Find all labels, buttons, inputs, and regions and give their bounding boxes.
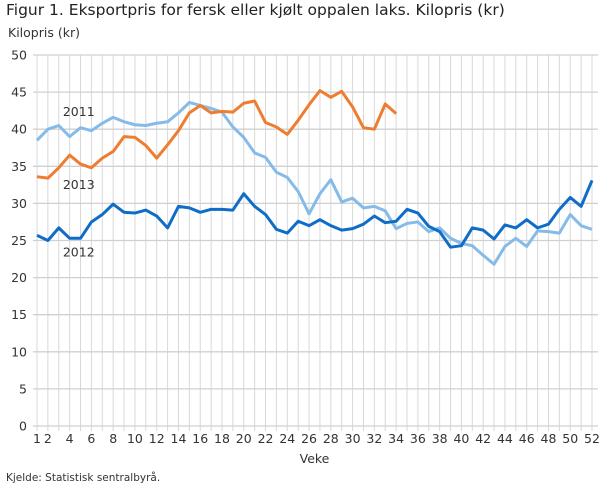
y-tick-label: 35 [11,159,27,174]
x-tick-label: 6 [87,431,95,446]
series-label-2012: 2012 [63,244,95,259]
x-tick-label: 44 [497,431,513,446]
y-tick-label: 5 [19,381,27,396]
y-axis-label: Kilopris (kr) [8,25,80,40]
x-tick-label: 2 [44,431,52,446]
y-tick-label: 10 [11,344,27,359]
series-label-2011: 2011 [63,104,95,119]
x-tick-label: 30 [345,431,361,446]
x-tick-label: 10 [127,431,143,446]
y-tick-label: 40 [11,122,27,137]
x-tick-label: 48 [541,431,557,446]
x-tick-label: 42 [475,431,491,446]
series-line-2011 [35,100,593,266]
x-tick-label: 28 [323,431,339,446]
x-tick-label: 22 [258,431,274,446]
x-tick-label: 1 [33,431,41,446]
x-tick-label: 36 [410,431,426,446]
series-line-2012 [36,179,594,249]
x-tick-label: 32 [366,431,382,446]
chart-title: Figur 1. Eksportpris for fersk eller kjø… [6,1,505,19]
y-tick-label: 20 [11,270,27,285]
x-tick-label: 38 [432,431,448,446]
x-tick-label: 18 [214,431,230,446]
x-axis-label: Veke [300,451,330,466]
x-tick-label: 12 [149,431,165,446]
y-tick-label: 25 [11,233,27,248]
x-tick-label: 26 [301,431,317,446]
y-tick-label: 30 [11,196,27,211]
y-tick-label: 0 [19,419,27,434]
x-tick-label: 16 [192,431,208,446]
y-tick-label: 50 [11,48,27,63]
source-note: Kjelde: Statistisk sentralbyrå. [6,472,161,484]
series-label-2013: 2013 [63,177,95,192]
x-tick-label: 14 [171,431,187,446]
x-tick-label: 24 [279,431,295,446]
x-tick-label: 8 [109,431,117,446]
x-tick-label: 40 [453,431,469,446]
x-tick-label: 20 [236,431,252,446]
series-line-2013 [36,89,398,180]
x-tick-label: 52 [584,431,600,446]
x-tick-label: 50 [562,431,578,446]
x-tick-label: 4 [66,431,74,446]
x-tick-label: 34 [388,431,404,446]
y-tick-label: 15 [11,307,27,322]
x-tick-label: 46 [519,431,535,446]
y-tick-label: 45 [11,85,27,100]
